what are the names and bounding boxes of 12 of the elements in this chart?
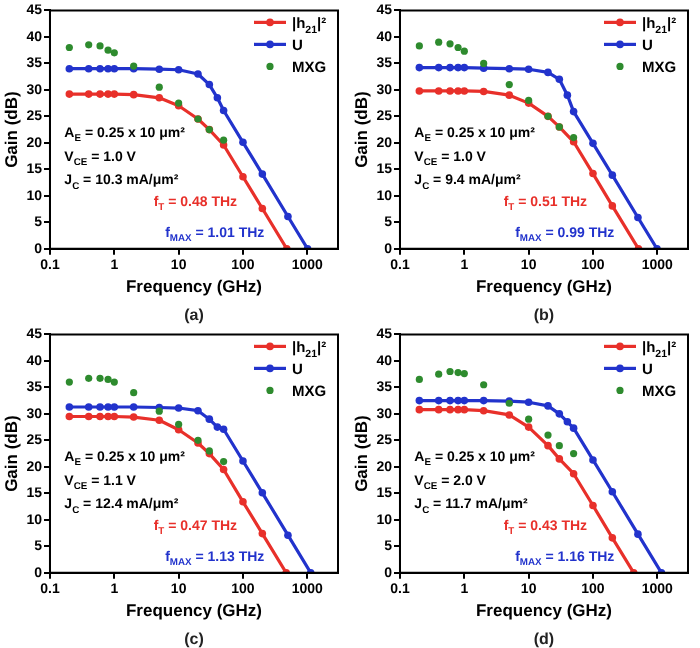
y-axis-title: Gain (dB): [0, 415, 21, 492]
y-axis-title: Gain (dB): [0, 91, 21, 168]
x-axis-title: Frequency (GHz): [125, 600, 263, 621]
x-axis-title: Frequency (GHz): [475, 276, 613, 297]
x-axis-title: Frequency (GHz): [475, 600, 613, 621]
y-axis-title: Gain (dB): [350, 415, 371, 492]
y-axis-title: Gain (dB): [350, 91, 371, 168]
text: (c): [184, 630, 205, 648]
text: (b): [533, 306, 555, 324]
text: (a): [184, 306, 205, 324]
text: (d): [533, 630, 555, 648]
x-axis-title: Frequency (GHz): [125, 276, 263, 297]
